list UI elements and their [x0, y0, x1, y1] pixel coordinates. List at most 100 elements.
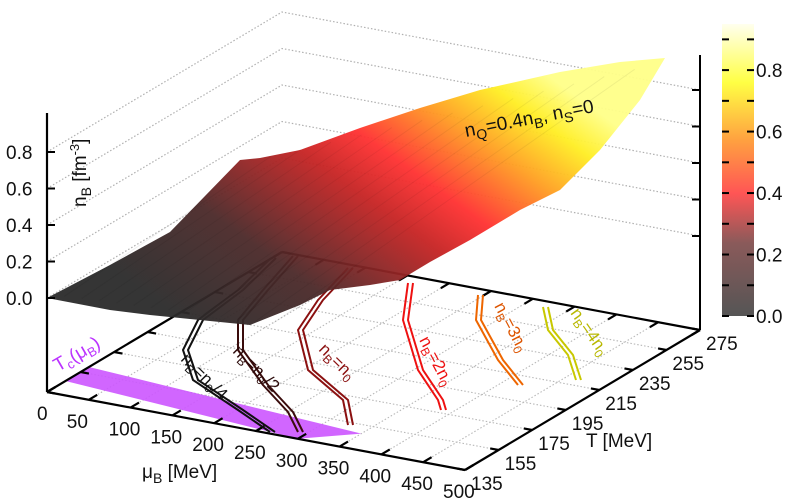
contour-line: [547, 306, 582, 381]
x-tick-label: 150: [150, 427, 182, 448]
colorbar-tick-label: 0.2: [756, 246, 782, 267]
x-tick-back: [440, 282, 450, 290]
constraint-annotation: nQ=0.4nB, nS=0: [463, 96, 596, 145]
surface-mesh-line: [64, 156, 271, 297]
surface-mesh-line: [220, 90, 544, 318]
y-tick: [456, 467, 466, 472]
contour-label-4n0: nB=4n0: [564, 304, 613, 360]
surface-mesh-line: [98, 141, 332, 302]
y-tick: [557, 407, 566, 412]
x-tick: [422, 456, 433, 464]
y-tick-label: 275: [706, 334, 738, 355]
contour-label-n0-2: nB=n0/2: [227, 341, 283, 397]
surface-mesh-line: [168, 112, 453, 311]
x-tick-label: 50: [67, 412, 88, 433]
y-tick-label: 155: [505, 454, 537, 475]
z-axis-ticks: 0.0 0.2 0.4 0.6 0.8: [6, 143, 55, 310]
nb-surface: [47, 58, 665, 325]
y-tick: [490, 447, 499, 452]
surface-mesh-line: [116, 134, 362, 304]
x-tick: [464, 464, 474, 471]
y-tick-label: 235: [639, 374, 671, 395]
contour-line: [402, 282, 442, 411]
surface-mesh-line: [185, 105, 484, 313]
surface-mesh-line: [272, 68, 635, 325]
z-axis-title: nB [fm-3]: [67, 139, 94, 207]
x-tick: [380, 448, 391, 456]
x-tick: [88, 393, 98, 401]
contour-label-n0: nB=n0: [313, 339, 360, 386]
y-tick-left: [147, 330, 157, 335]
x-tick: [339, 440, 349, 448]
x-tick-label: 350: [318, 459, 350, 480]
x-tick: [171, 409, 182, 417]
z-tick-label: 0.4: [6, 216, 33, 237]
x-tick-label: 100: [109, 420, 141, 441]
x-axis-tick-labels: 0 50 100 150 200 250 300 350 400 450 500: [37, 404, 475, 503]
floor-gridline-mu: [422, 321, 659, 463]
surface-mesh-line: [133, 127, 393, 306]
x-tick: [297, 432, 307, 440]
y-tick-label: 255: [672, 354, 704, 375]
x-tick-back: [607, 313, 617, 321]
y-tick-label: 215: [605, 394, 637, 415]
y-axis-line: [464, 329, 701, 471]
floor-gridline-T: [114, 351, 533, 431]
floor-gridline-mu: [381, 313, 617, 455]
tc-transition-band: [65, 367, 362, 439]
x-tick-label: 500: [443, 482, 475, 503]
surface-mesh-line: [81, 149, 301, 299]
contour-line: [407, 282, 447, 411]
contour-line: [475, 294, 519, 386]
contour-label-3n0: nB=3n0: [488, 299, 532, 356]
x-tick-label: 400: [359, 466, 391, 487]
contour-line: [302, 267, 354, 426]
y-tick: [523, 427, 533, 432]
x-tick-label: 450: [401, 474, 433, 495]
y-tick-left: [80, 370, 90, 375]
x-tick-label: 200: [192, 435, 224, 456]
floor-gridline-mu: [297, 298, 534, 440]
x-tick-back: [565, 305, 576, 313]
floor-gridline-T: [181, 311, 600, 391]
y-tick: [624, 367, 634, 372]
x-tick-back: [649, 321, 659, 329]
y-tick: [691, 327, 701, 332]
y-tick-label: 195: [572, 414, 604, 435]
z-tick-label: 0.6: [6, 180, 32, 201]
colorbar-tick-label: 0.0: [756, 307, 782, 328]
colorbar: [722, 24, 754, 316]
x-tick-back: [482, 290, 492, 297]
floor-gridline-mu: [255, 290, 492, 432]
contour-line: [297, 267, 349, 426]
y-tick: [590, 387, 600, 392]
surface-mesh: [64, 68, 635, 325]
y-tick: [657, 347, 667, 352]
z-tick-label: 0.8: [6, 143, 32, 164]
contour-line: [542, 306, 577, 381]
z-tick-label: 0.2: [6, 253, 32, 274]
surface-mesh-line: [237, 83, 575, 320]
right-axis-ticks: [692, 89, 700, 237]
contour-line: [480, 294, 524, 386]
x-tick-label: 300: [276, 451, 308, 472]
colorbar-tick-label: 0.8: [756, 61, 782, 82]
colorbar-tick-label: 0.4: [756, 184, 783, 205]
floor-gridline-T: [147, 331, 566, 411]
surface-mesh-line: [202, 98, 514, 315]
x-axis-title: μB [MeV]: [142, 462, 217, 486]
z-tick-label: 0.0: [6, 289, 32, 310]
y-tick-label: 175: [538, 434, 570, 455]
y-tick-left: [46, 390, 56, 395]
x-tick-label: 250: [234, 443, 266, 464]
x-tick: [213, 417, 224, 425]
y-tick-label: 135: [471, 474, 503, 495]
floor-gridline-mu: [339, 306, 575, 448]
y-axis-title: T [MeV]: [586, 431, 652, 452]
contour-labels: nB=n0/4 nB=n0/2 nB=n0 nB=2n0 nB=3n0 nB=4…: [177, 299, 613, 404]
x-tick: [130, 401, 140, 409]
surface-mesh-line: [150, 119, 423, 309]
surface-mesh-line: [254, 76, 605, 322]
